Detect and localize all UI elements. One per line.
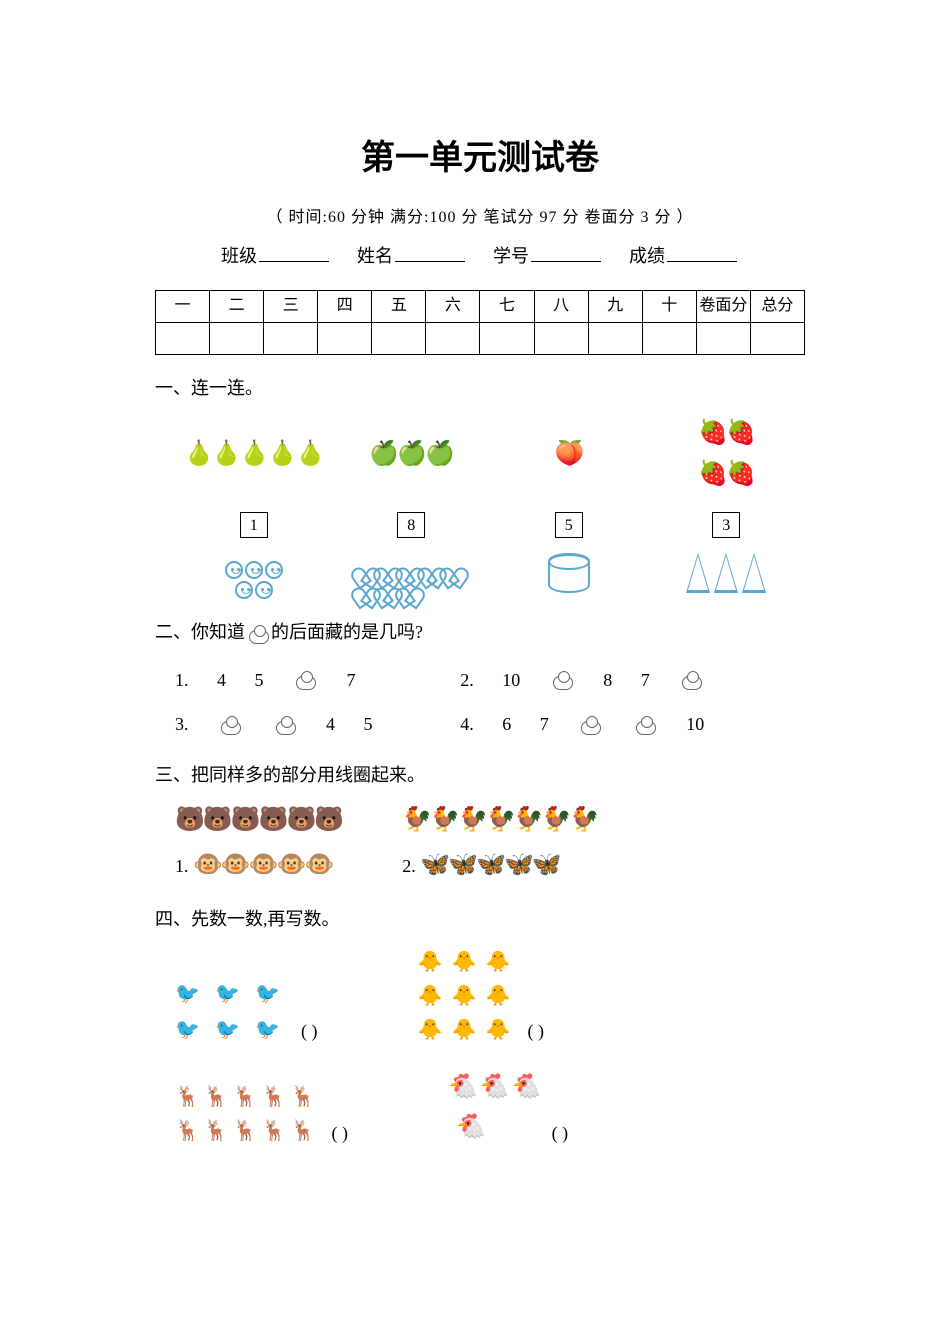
col-h-0: 一 xyxy=(156,290,210,322)
monkeys-icon: 🐵🐵🐵🐵🐵 xyxy=(193,845,332,886)
cylinder-icon xyxy=(548,553,590,593)
page-subtitle: （ 时间:60 分钟 满分:100 分 笔试分 97 分 卷面分 3 分 ） xyxy=(155,204,805,231)
paren-deer[interactable]: ( ) xyxy=(332,1118,349,1149)
label-score: 成绩 xyxy=(629,246,665,266)
sec2-row-b: 3. 4 5 4. 6 7 10 xyxy=(155,702,805,746)
col-h-1: 二 xyxy=(210,290,264,322)
paren-birds[interactable]: ( ) xyxy=(301,1016,318,1047)
roosters-icon: 🐓🐓🐓🐓🐓🐓🐓 xyxy=(402,800,597,841)
sec3-g2-label: 2. xyxy=(402,856,416,876)
q2-r1-i1: 5 xyxy=(255,665,264,696)
sec2-heading: 二、你知道 的后面藏的是几吗? xyxy=(155,617,805,648)
col-h-8: 九 xyxy=(588,290,642,322)
sec3-g1-label: 1. xyxy=(175,856,189,876)
sec4-item-deer: 🦌🦌🦌🦌🦌 🦌🦌🦌🦌🦌 ( ) xyxy=(175,1080,348,1148)
q2-r1-i3: 7 xyxy=(347,665,356,696)
blank-name[interactable] xyxy=(395,244,465,262)
sec2-heading-suffix: 的后面藏的是几吗? xyxy=(271,622,423,642)
score-value-row[interactable] xyxy=(156,322,805,354)
col-h-2: 三 xyxy=(264,290,318,322)
hearts-icon xyxy=(356,561,466,599)
label-id: 学号 xyxy=(493,246,529,266)
triangles-icon xyxy=(686,553,766,593)
cloud-icon[interactable] xyxy=(632,713,658,737)
sec1-numbers-row: 1 8 5 3 xyxy=(175,509,805,540)
sec1-heading: 一、连一连。 xyxy=(155,373,805,404)
col-h-4: 五 xyxy=(372,290,426,322)
q2-r2-i2: 8 xyxy=(603,665,612,696)
q2-r1-i0: 4 xyxy=(217,665,226,696)
sec1-bottom-row xyxy=(175,553,805,603)
label-name: 姓名 xyxy=(357,246,393,266)
sec4-heading: 四、先数一数,再写数。 xyxy=(155,904,805,935)
pears-icon: 🍐🍐🍐🍐🍐 xyxy=(184,434,323,475)
peach-icon: 🍑 xyxy=(555,434,583,475)
blank-score[interactable] xyxy=(667,244,737,262)
cloud-icon[interactable] xyxy=(272,713,298,737)
col-h-10: 卷面分 xyxy=(696,290,750,322)
col-h-7: 八 xyxy=(534,290,588,322)
q2-r3-label: 3. xyxy=(175,709,189,740)
butterflies-icon: 🦋🦋🦋🦋🦋 xyxy=(420,845,559,886)
num-box-2: 5 xyxy=(555,512,583,538)
paren-chicks[interactable]: ( ) xyxy=(528,1016,545,1047)
apples-icon: 🍏🍏🍏 xyxy=(369,434,453,475)
q2-r3-i3: 5 xyxy=(364,709,373,740)
sec2-row-a: 1. 4 5 7 2. 10 8 7 xyxy=(155,658,805,702)
sec4-row1: 🐦🐦🐦 🐦🐦🐦 ( ) 🐥🐥🐥 🐥🐥🐥 🐥🐥🐥 ( ) xyxy=(175,945,805,1047)
chicks-icon: 🐥🐥🐥 🐥🐥🐥 🐥🐥🐥 xyxy=(418,945,516,1047)
sec4-item-chicks: 🐥🐥🐥 🐥🐥🐥 🐥🐥🐥 ( ) xyxy=(418,945,545,1047)
birds-icon: 🐦🐦🐦 🐦🐦🐦 xyxy=(175,977,289,1047)
cloud-icon[interactable] xyxy=(217,713,243,737)
q2-r4-i4: 10 xyxy=(686,709,704,740)
q2-r2-i0: 10 xyxy=(502,665,520,696)
label-class: 班级 xyxy=(221,246,257,266)
col-h-11: 总分 xyxy=(750,290,804,322)
page-title: 第一单元测试卷 xyxy=(155,130,805,188)
strawberries-icon: 🍓🍓🍓🍓 xyxy=(698,413,754,495)
q2-r1-label: 1. xyxy=(175,665,189,696)
sec3-groups: 🐻🐻🐻🐻🐻🐻 1. 🐵🐵🐵🐵🐵 🐓🐓🐓🐓🐓🐓🐓 2. 🦋🦋🦋🦋🦋 xyxy=(175,800,805,890)
col-h-9: 十 xyxy=(642,290,696,322)
paren-hens[interactable]: ( ) xyxy=(552,1118,569,1149)
cloud-icon[interactable] xyxy=(292,668,318,692)
blank-id[interactable] xyxy=(531,244,601,262)
sec3-g2: 🐓🐓🐓🐓🐓🐓🐓 2. 🦋🦋🦋🦋🦋 xyxy=(402,800,597,890)
cloud-icon[interactable] xyxy=(678,668,704,692)
col-h-5: 六 xyxy=(426,290,480,322)
q2-r4-i1: 7 xyxy=(540,709,549,740)
num-box-3: 3 xyxy=(712,512,740,538)
cloud-icon xyxy=(245,622,271,646)
sec1-top-row: 🍐🍐🍐🍐🍐 🍏🍏🍏 🍑 🍓🍓🍓🍓 xyxy=(175,413,805,495)
q2-r2-i3: 7 xyxy=(641,665,650,696)
sec4-row2: 🦌🦌🦌🦌🦌 🦌🦌🦌🦌🦌 ( ) 🐔 🐔 🐔 🐔 ( ) xyxy=(175,1067,805,1149)
score-header-row: 一 二 三 四 五 六 七 八 九 十 卷面分 总分 xyxy=(156,290,805,322)
q2-r2-label: 2. xyxy=(460,665,474,696)
q2-r3-i2: 4 xyxy=(326,709,335,740)
sec3-g1: 🐻🐻🐻🐻🐻🐻 1. 🐵🐵🐵🐵🐵 xyxy=(175,800,342,890)
score-table: 一 二 三 四 五 六 七 八 九 十 卷面分 总分 xyxy=(155,290,805,355)
sec4-item-hens: 🐔 🐔 🐔 🐔 ( ) xyxy=(448,1067,568,1149)
hens-icon: 🐔 🐔 🐔 🐔 xyxy=(448,1067,540,1149)
col-h-6: 七 xyxy=(480,290,534,322)
cloud-icon[interactable] xyxy=(577,713,603,737)
sec3-heading: 三、把同样多的部分用线圈起来。 xyxy=(155,760,805,791)
sec2-heading-prefix: 二、你知道 xyxy=(155,622,245,642)
q2-r4-i0: 6 xyxy=(502,709,511,740)
num-box-1: 8 xyxy=(397,512,425,538)
blank-class[interactable] xyxy=(259,244,329,262)
q2-r4-label: 4. xyxy=(460,709,474,740)
smileys-icon xyxy=(219,561,289,599)
col-h-3: 四 xyxy=(318,290,372,322)
sec4-item-birds: 🐦🐦🐦 🐦🐦🐦 ( ) xyxy=(175,977,318,1047)
info-line: 班级 姓名 学号 成绩 xyxy=(155,241,805,272)
num-box-0: 1 xyxy=(240,512,268,538)
cloud-icon[interactable] xyxy=(549,668,575,692)
bears-icon: 🐻🐻🐻🐻🐻🐻 xyxy=(175,800,342,841)
deer-icon: 🦌🦌🦌🦌🦌 🦌🦌🦌🦌🦌 xyxy=(175,1080,320,1148)
